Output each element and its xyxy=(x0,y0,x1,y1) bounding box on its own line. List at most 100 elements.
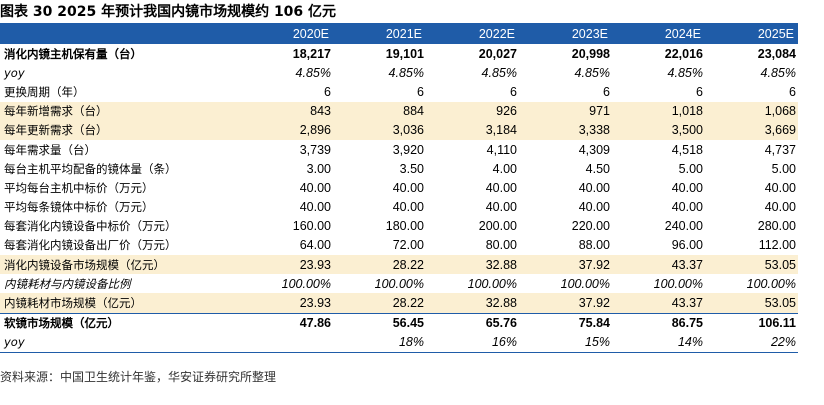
table-row: 内镜耗材市场规模（亿元） 23.93 28.22 32.88 37.92 43.37 53.… xyxy=(0,293,798,314)
table-cell: 40.00 xyxy=(764,180,796,195)
table-cell: 160.00 xyxy=(292,219,331,234)
table-row: 每套消化内镜设备出厂价（万元） 64.00 72.00 80.00 88.00 96.00… xyxy=(0,236,798,255)
table-cell: 100.00% xyxy=(560,276,610,291)
table-cell: 4,110 xyxy=(486,142,517,157)
table-cell: 40.00 xyxy=(671,200,703,215)
table-cell: 40.00 xyxy=(764,200,796,215)
header-row: 2020E 2021E 2022E 2023E 2024E 2025E xyxy=(0,23,798,44)
table-cell: 19,101 xyxy=(385,46,424,61)
table-cell: 6 xyxy=(510,84,517,99)
table-cell: 28.22 xyxy=(333,255,426,275)
row-label: 消化内镜设备市场规模（亿元） xyxy=(0,255,240,275)
table-cell: 40.00 xyxy=(578,180,610,195)
table-cell: 32.88 xyxy=(426,293,519,314)
table-cell: 16% xyxy=(426,332,519,353)
table-cell: 37.92 xyxy=(519,293,612,314)
table-cell: 40.00 xyxy=(485,180,517,195)
table-cell: 22% xyxy=(705,332,798,353)
table-cell: 80.00 xyxy=(485,238,517,253)
table-cell: 220.00 xyxy=(571,219,610,234)
table-row: 平均每条镜体中标价（万元） 40.00 40.00 40.00 40.00 40.00 40… xyxy=(0,198,798,217)
table-cell: 15% xyxy=(519,332,612,353)
market-size-table: 2020E 2021E 2022E 2023E 2024E 2025E 消化内镜… xyxy=(0,23,798,353)
table-cell: 14% xyxy=(612,332,705,353)
table-cell: 53.05 xyxy=(705,255,798,275)
table-cell: 53.05 xyxy=(705,293,798,314)
table-cell: 240.00 xyxy=(664,219,703,234)
table-cell: 200.00 xyxy=(478,219,517,234)
header-cell-2021: 2021E xyxy=(333,23,426,44)
table-cell: 280.00 xyxy=(757,219,796,234)
row-label: 平均每台主机中标价（万元） xyxy=(4,180,154,195)
table-cell: 112.00 xyxy=(758,238,796,253)
row-label: 每年需求量（台） xyxy=(4,142,96,157)
table-cell: 3,184 xyxy=(426,120,519,140)
row-label: 每套消化内镜设备中标价（万元） xyxy=(4,219,177,234)
row-label: 每套消化内镜设备出厂价（万元） xyxy=(4,238,177,253)
table-cell: 100.00% xyxy=(746,276,796,291)
table-cell: 47.86 xyxy=(240,312,333,333)
table-cell: 3,338 xyxy=(519,120,612,140)
table-cell: 180.00 xyxy=(385,219,424,234)
source-note: 资料来源：中国卫生统计年鉴，华安证券研究所整理 xyxy=(0,370,277,384)
table-row: 每年更新需求（台） 2,896 3,036 3,184 3,338 3,500 3,669 xyxy=(0,120,798,140)
row-label: 消化内镜主机保有量（台） xyxy=(4,46,142,61)
table-cell: 100.00% xyxy=(281,276,331,291)
table-cell: 23,084 xyxy=(757,46,796,61)
table-cell: 4,737 xyxy=(764,142,796,157)
table-cell: 926 xyxy=(426,101,519,121)
header-cell-2020: 2020E xyxy=(240,23,333,44)
row-label: 更换周期（年） xyxy=(4,84,85,99)
row-label: 内镜耗材与内镜设备比例 xyxy=(4,276,131,291)
row-label: 内镜耗材市场规模（亿元） xyxy=(0,293,240,314)
table-cell: 96.00 xyxy=(671,238,703,253)
row-label: yoy xyxy=(0,332,240,353)
table-cell: 3,920 xyxy=(392,142,424,157)
table-cell: 86.75 xyxy=(612,312,705,333)
table-row: 内镜耗材与内镜设备比例 100.00% 100.00% 100.00% 100.00% 1… xyxy=(0,274,798,293)
table-cell: 4.85% xyxy=(295,65,331,80)
table-cell: 64.00 xyxy=(299,238,331,253)
table-cell: 32.88 xyxy=(426,255,519,275)
table-cell: 40.00 xyxy=(671,180,703,195)
table-cell: 4,309 xyxy=(578,142,610,157)
table-cell: 56.45 xyxy=(333,312,426,333)
table-cell: 884 xyxy=(333,101,426,121)
table-row: 消化内镜设备市场规模（亿元） 23.93 28.22 32.88 37.92 43.37 5… xyxy=(0,255,798,275)
table-cell: 3,500 xyxy=(612,120,705,140)
table-cell: 65.76 xyxy=(426,312,519,333)
table-cell: 18% xyxy=(333,332,426,353)
table-cell: 100.00% xyxy=(653,276,703,291)
table-row: 每年新增需求（台） 843 884 926 971 1,018 1,068 xyxy=(0,101,798,121)
table-cell: 5.00 xyxy=(771,161,796,176)
table-cell: 1,068 xyxy=(705,101,798,121)
table-row: 每年需求量（台） 3,739 3,920 4,110 4,309 4,518 4,737 xyxy=(0,140,798,159)
table-row: yoy 4.85% 4.85% 4.85% 4.85% 4.85% 4.85% xyxy=(0,63,798,82)
table-cell: 4.85% xyxy=(574,65,610,80)
header-cell-2025: 2025E xyxy=(705,23,798,44)
table-row: 平均每台主机中标价（万元） 40.00 40.00 40.00 40.00 40.00 40… xyxy=(0,178,798,197)
table-cell: 3,036 xyxy=(333,120,426,140)
table-row: 消化内镜主机保有量（台） 18,217 19,101 20,027 20,998 22,0… xyxy=(0,44,798,63)
table-row: yoy 18% 16% 15% 14% 22% xyxy=(0,332,798,353)
table-cell: 6 xyxy=(417,84,424,99)
table-cell: 23.93 xyxy=(240,293,333,314)
header-cell-2024: 2024E xyxy=(612,23,705,44)
table-cell: 22,016 xyxy=(664,46,703,61)
table-cell: 20,027 xyxy=(478,46,517,61)
header-cell-2022: 2022E xyxy=(426,23,519,44)
table-row: 更换周期（年） 6 6 6 6 6 6 xyxy=(0,82,798,101)
figure-title: 图表 30 2025 年预计我国内镜市场规模约 106 亿元 xyxy=(0,4,337,20)
table-cell: 6 xyxy=(696,84,703,99)
table-cell: 40.00 xyxy=(392,180,424,195)
table-cell: 40.00 xyxy=(299,200,331,215)
table-cell: 4.85% xyxy=(667,65,703,80)
table-cell: 40.00 xyxy=(299,180,331,195)
table-cell: 4,518 xyxy=(671,142,703,157)
table-cell: 43.37 xyxy=(612,293,705,314)
table-cell xyxy=(240,332,333,353)
table-cell: 100.00% xyxy=(467,276,517,291)
table-cell: 28.22 xyxy=(333,293,426,314)
row-label: yoy xyxy=(4,65,25,80)
